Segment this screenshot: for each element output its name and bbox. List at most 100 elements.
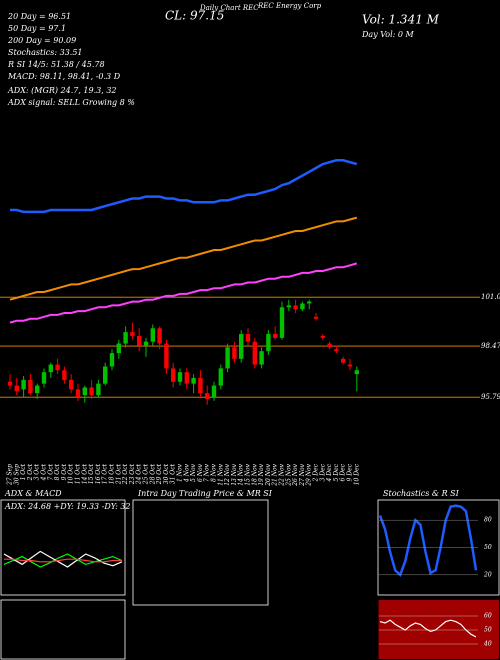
x-tick-label: 11 Nov	[217, 463, 224, 485]
info-line: MACD: 98.11, 98.41, -0.3 D	[7, 72, 121, 81]
x-tick-label: 14 Oct	[81, 463, 88, 484]
candle-body	[35, 385, 40, 394]
x-tick-label: 27 Nov	[299, 463, 306, 486]
x-tick-label: 25 Oct	[143, 463, 150, 485]
x-tick-label: 7 Oct	[47, 463, 54, 480]
candle-body	[89, 387, 94, 396]
intraday-title: Intra Day Trading Price & MR SI	[137, 489, 273, 498]
candle-body	[327, 343, 332, 348]
candle-body	[171, 368, 176, 382]
candle-body	[28, 379, 33, 394]
x-tick-label: 1 Oct	[20, 463, 27, 480]
rsi-background	[378, 600, 499, 659]
info-line: R SI 14/5: 51.38 / 45.78	[7, 60, 105, 69]
adx-title: ADX & MACD	[4, 489, 62, 498]
stoch-title: Stochastics & R SI	[383, 489, 460, 498]
rsi-tick-label: 60	[484, 613, 492, 620]
x-tick-label: 18 Oct	[109, 463, 116, 484]
x-tick-label: 15 Oct	[88, 463, 95, 484]
candle-body	[130, 332, 135, 336]
candle-body	[245, 334, 251, 342]
x-tick-label: 23 Oct	[129, 463, 136, 485]
candle-body	[109, 353, 115, 367]
x-tick-label: 25 Nov	[285, 463, 292, 486]
info-line: ADX: (MGR) 24.7, 19.3, 32	[7, 86, 117, 95]
candle-body	[232, 347, 237, 359]
candle-body	[7, 381, 13, 386]
x-tick-label: 5 Dec	[333, 463, 340, 481]
info-line: ADX signal: SELL Growing 8 %	[7, 98, 135, 107]
candle-body	[41, 372, 47, 384]
x-tick-label: 30 Oct	[163, 463, 170, 484]
stoch-panel	[377, 499, 500, 596]
info-line: 200 Day = 90.09	[7, 36, 76, 45]
info-line: 20 Day = 96.51	[7, 12, 71, 21]
adx-panel	[0, 499, 126, 596]
candle-body	[218, 368, 223, 386]
x-tick-label: 29 Oct	[156, 463, 163, 485]
day-volume-label: Day Vol: 0 M	[361, 30, 415, 39]
candle-body	[55, 364, 60, 371]
candle-body	[191, 377, 196, 384]
info-line: Stochastics: 33.51	[8, 48, 83, 57]
stoch-tick-label: 80	[484, 517, 492, 524]
x-tick-label: 5 Nov	[190, 463, 197, 482]
x-tick-label: 14 Nov	[238, 463, 245, 485]
candle-body	[307, 301, 312, 304]
x-tick-label: 4 Oct	[41, 463, 48, 481]
x-tick-label: 29 Nov	[306, 463, 313, 486]
volume-label: Vol: 1.341 M	[362, 13, 440, 27]
x-tick-label: 18 Nov	[251, 463, 258, 485]
x-tick-label: 2 Dec	[313, 463, 320, 482]
moving-average	[9, 216, 358, 301]
candle-body	[259, 351, 264, 365]
candle-body	[123, 332, 128, 344]
candle-body	[293, 305, 298, 310]
x-tick-label: 21 Oct	[115, 463, 122, 485]
candle-body	[184, 372, 189, 384]
x-tick-label: 16 Oct	[95, 463, 102, 484]
x-tick-label: 8 Nov	[211, 463, 218, 482]
intraday-panel	[132, 499, 269, 606]
x-tick-label: 30 Sep	[13, 464, 20, 485]
x-tick-label: 10 Oct	[68, 463, 75, 484]
x-tick-label: 1 Nov	[177, 463, 184, 482]
candle-body	[205, 393, 210, 399]
x-tick-label: 12 Nov	[224, 463, 231, 485]
x-tick-label: 17 Oct	[102, 463, 109, 484]
candle-body	[164, 343, 169, 369]
candle-body	[150, 328, 155, 342]
x-tick-label: 6 Nov	[197, 463, 204, 482]
candle-body	[279, 307, 285, 338]
x-tick-label: 24 Oct	[136, 463, 143, 485]
candle-body	[157, 328, 162, 344]
candle-body	[75, 389, 81, 398]
indicator-line	[378, 504, 478, 577]
info-line: 50 Day = 97.1	[8, 24, 66, 33]
candle-body	[103, 366, 108, 384]
x-tick-label: 3 Oct	[34, 463, 41, 480]
candle-body	[286, 305, 291, 308]
candle-body	[69, 379, 74, 390]
stoch-tick-label: 20	[483, 571, 492, 578]
candle-body	[62, 370, 67, 380]
x-tick-label: 26 Nov	[292, 463, 299, 486]
x-tick-label: 21 Nov	[272, 463, 279, 486]
x-tick-label: 4 Dec	[326, 463, 333, 482]
candle-body	[116, 343, 121, 354]
candle-body	[143, 341, 149, 346]
chart-subtitle: REC Energy Corp	[257, 2, 322, 10]
y-tick-label: 98.47	[481, 342, 500, 350]
candle-body	[252, 341, 257, 365]
candle-body	[239, 334, 244, 359]
candle-body	[177, 372, 183, 382]
moving-average	[9, 262, 358, 324]
x-tick-label: 11 Oct	[75, 463, 82, 484]
candle-body	[14, 385, 19, 392]
y-tick-label: 95.79	[481, 393, 500, 401]
x-tick-label: 9 Dec	[347, 463, 354, 481]
moving-average	[10, 159, 358, 214]
candle-body	[347, 364, 353, 367]
